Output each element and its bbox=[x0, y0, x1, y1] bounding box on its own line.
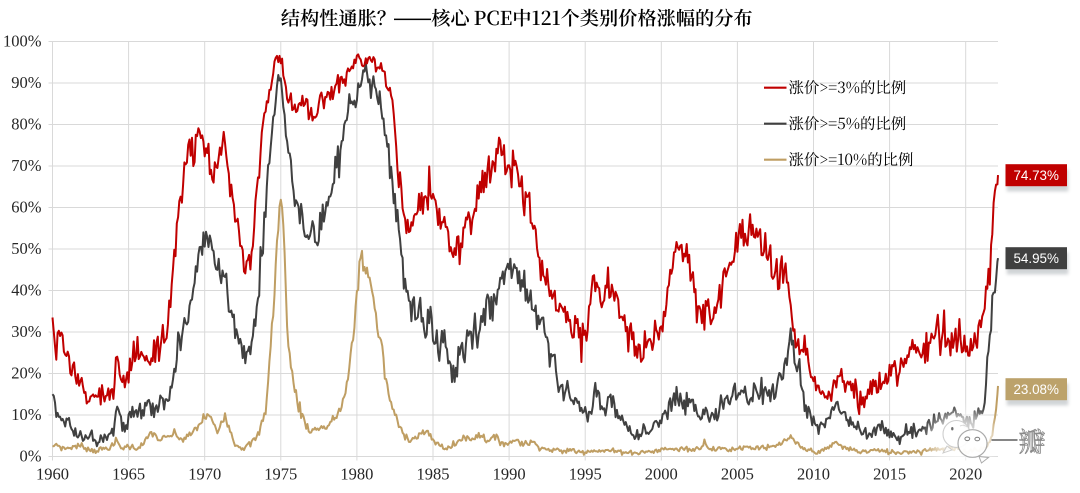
svg-text:54.95%: 54.95% bbox=[1013, 251, 1059, 266]
svg-text:100%: 100% bbox=[3, 32, 42, 51]
svg-text:1990: 1990 bbox=[493, 465, 526, 484]
svg-text:70%: 70% bbox=[11, 156, 42, 175]
svg-text:80%: 80% bbox=[11, 115, 42, 134]
svg-text:1975: 1975 bbox=[264, 465, 297, 484]
svg-text:2010: 2010 bbox=[797, 465, 830, 484]
svg-text:50%: 50% bbox=[11, 239, 42, 258]
svg-text:74.73%: 74.73% bbox=[1013, 168, 1059, 183]
svg-text:0%: 0% bbox=[20, 447, 42, 466]
svg-text:2020: 2020 bbox=[949, 465, 982, 484]
svg-text:60%: 60% bbox=[11, 198, 42, 217]
svg-text:2005: 2005 bbox=[721, 465, 754, 484]
svg-text:20%: 20% bbox=[11, 364, 42, 383]
svg-text:1970: 1970 bbox=[188, 465, 221, 484]
svg-text:2015: 2015 bbox=[873, 465, 906, 484]
svg-text:23.08%: 23.08% bbox=[1013, 382, 1059, 397]
svg-text:1965: 1965 bbox=[112, 465, 145, 484]
svg-text:40%: 40% bbox=[11, 281, 42, 300]
svg-text:1995: 1995 bbox=[569, 465, 602, 484]
svg-text:1985: 1985 bbox=[417, 465, 450, 484]
svg-text:90%: 90% bbox=[11, 73, 42, 92]
svg-text:10%: 10% bbox=[11, 405, 42, 424]
svg-text:30%: 30% bbox=[11, 322, 42, 341]
svg-text:1960: 1960 bbox=[36, 465, 69, 484]
svg-text:2000: 2000 bbox=[645, 465, 678, 484]
svg-text:1980: 1980 bbox=[340, 465, 373, 484]
